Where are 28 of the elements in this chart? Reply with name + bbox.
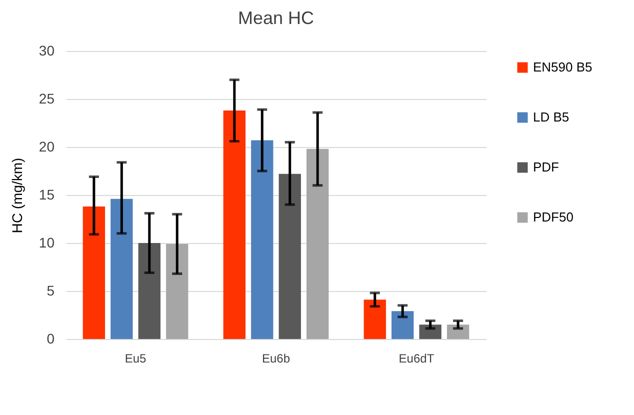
chart-title: Mean HC: [238, 8, 314, 28]
bar: [251, 140, 274, 339]
y-tick-label: 15: [38, 186, 55, 202]
y-tick-label: 10: [38, 234, 55, 250]
bar: [306, 148, 329, 339]
bar: [223, 110, 246, 339]
bar: [110, 198, 133, 339]
legend-label: PDF50: [533, 210, 574, 224]
bar: [82, 206, 106, 339]
legend-label: PDF: [533, 160, 560, 174]
bar: [278, 174, 301, 339]
bar: [446, 324, 470, 339]
bar: [166, 244, 188, 339]
x-tick-label: Eu5: [124, 352, 147, 366]
y-tick-label: 5: [46, 282, 55, 298]
bar: [392, 311, 414, 339]
y-tick-label: 0: [46, 330, 55, 346]
x-tick-label: Eu6dT: [398, 352, 435, 366]
legend-label: LD B5: [533, 110, 570, 124]
y-tick-label: 30: [38, 42, 55, 58]
y-tick-label: 25: [38, 90, 55, 106]
bar: [419, 324, 442, 339]
bar: [138, 243, 160, 339]
x-tick-label: Eu6b: [262, 352, 290, 366]
bar: [364, 300, 386, 339]
y-axis-title: HC (mg/km): [8, 158, 25, 234]
legend-label: EN590 B5: [533, 60, 592, 74]
y-tick-label: 20: [38, 138, 55, 154]
